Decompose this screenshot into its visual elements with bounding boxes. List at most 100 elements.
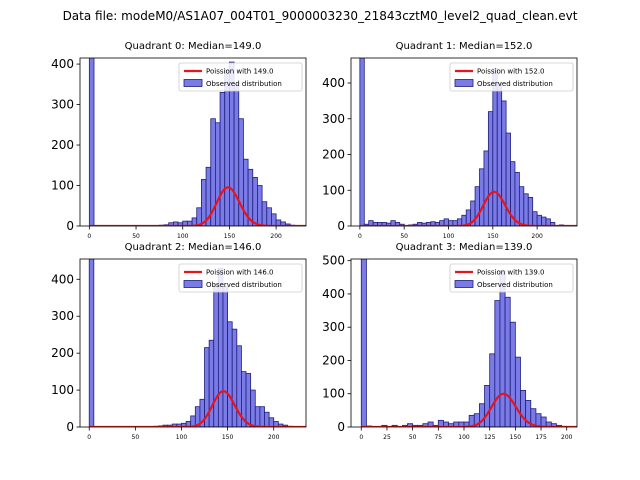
x-tick-label: 75 [434,434,442,441]
x-tick-label: 150 [510,434,522,441]
legend-label-observed: Observed distribution [477,80,553,88]
legend-label-poisson: Poission with 152.0 [477,68,545,76]
histogram-bar [474,186,480,226]
histogram-bar [532,211,538,226]
y-tick-label: 200 [322,148,345,162]
legend-label-poisson: Poission with 146.0 [206,269,274,277]
histogram-bar [536,214,542,226]
subplot-quadrant-3: Quadrant 3: Median=139.0 0 25 50 75 100 125 15… [322,242,578,441]
y-tick-label: 300 [51,309,74,323]
x-tick-label: 150 [487,233,499,240]
x-tick-label: 50 [400,233,408,240]
y-tick-label: 0 [66,219,74,233]
histogram-bar [245,373,252,427]
histogram-bar [88,58,95,226]
legend-box [449,263,574,293]
subplot-quadrant-1: Quadrant 1: Median=152.0 0 50 100 150 200 0 10… [322,41,578,240]
y-tick-label: 0 [337,219,345,233]
histogram-bar [484,385,491,427]
legend-bar-swatch [183,79,203,87]
y-tick-label: 0 [337,420,345,434]
y-tick-label: 100 [322,387,345,401]
y-tick-label: 100 [322,183,345,197]
y-tick-label: 400 [51,57,74,71]
y-tick-label: 300 [322,112,345,126]
histogram-bar [88,259,95,427]
y-tick-label: 400 [322,76,345,90]
x-tick-label: 200 [268,434,280,441]
x-tick-label: 175 [535,434,547,441]
histogram-bar [550,222,556,226]
legend: Poission with 149.0 Observed distributio… [178,62,303,92]
histogram-bar [271,213,277,226]
histogram-bar [359,58,365,226]
histogram-bar [219,92,226,226]
histogram-bar [514,171,520,226]
axes-frame [79,258,307,428]
subplot-title: Quadrant 3: Median=139.0 [396,242,533,253]
plot-area: 0 50 100 150 200 0 100 200 300 400 [322,57,578,240]
histogram-bar [231,328,238,427]
y-tick-label: 200 [51,138,74,152]
histogram-bar [264,411,270,427]
axes-frame [79,57,307,227]
plot-area: 0 25 50 75 100 125 150 175 200 0 100 200 300 400 500 [322,254,578,441]
x-tick-label: 200 [561,434,573,441]
y-tick-label: 300 [322,320,345,334]
legend-label-observed: Observed distribution [206,281,282,289]
y-tick-label: 200 [322,353,345,367]
legend-label-observed: Observed distribution [206,80,282,88]
x-tick-label: 150 [224,233,236,240]
y-tick-label: 500 [322,254,345,268]
histogram-bar [215,122,221,226]
x-tick-label: 150 [222,434,234,441]
histogram-bar [201,179,207,226]
histogram-bar [252,177,258,226]
histogram-bar [514,356,521,427]
y-tick-label: 200 [51,346,74,360]
histogram-bar [540,416,547,427]
axes-frame [350,57,578,227]
histogram-bar [257,185,263,226]
histogram-bar [487,111,494,226]
legend: Poission with 146.0 Observed distributio… [178,263,303,293]
histogram-bar [541,216,547,226]
histogram-bar [518,186,525,226]
y-tick-label: 300 [51,98,74,112]
histogram-bar [479,168,485,226]
histogram-bar [268,417,275,427]
histogram-bar [213,284,219,427]
histogram-bar [254,406,261,427]
subplot-title: Quadrant 0: Median=149.0 [125,41,262,52]
legend-box [178,62,303,92]
histogram-bar [496,82,503,226]
histogram-bar [494,300,501,427]
x-tick-label: 100 [176,434,188,441]
legend-box [449,62,574,92]
figure-title: Data file: modeM0/AS1A07_004T01_90000032… [63,9,578,23]
histogram-bar [492,68,498,226]
histogram-bar [208,339,215,427]
histogram-bar [527,197,534,226]
legend-box [178,263,303,293]
histogram-bar [483,150,489,226]
histogram-bar [222,286,228,427]
histogram-bar [509,321,516,427]
x-tick-label: 0 [358,233,362,240]
x-tick-label: 0 [359,434,363,441]
histogram-bar [224,69,230,226]
histogram-bar [504,296,511,427]
histogram-bar [499,270,506,427]
y-tick-label: 0 [66,420,74,434]
x-tick-label: 0 [87,434,91,441]
legend-bar-swatch [454,79,474,87]
x-tick-label: 100 [458,434,470,441]
x-tick-label: 100 [177,233,189,240]
y-tick-label: 400 [51,272,74,286]
x-tick-label: 50 [132,233,140,240]
legend-bar-swatch [454,280,474,288]
histogram-bar [259,406,265,427]
x-tick-label: 25 [383,434,391,441]
histogram-bar [227,321,233,427]
histogram-bar [360,259,367,427]
